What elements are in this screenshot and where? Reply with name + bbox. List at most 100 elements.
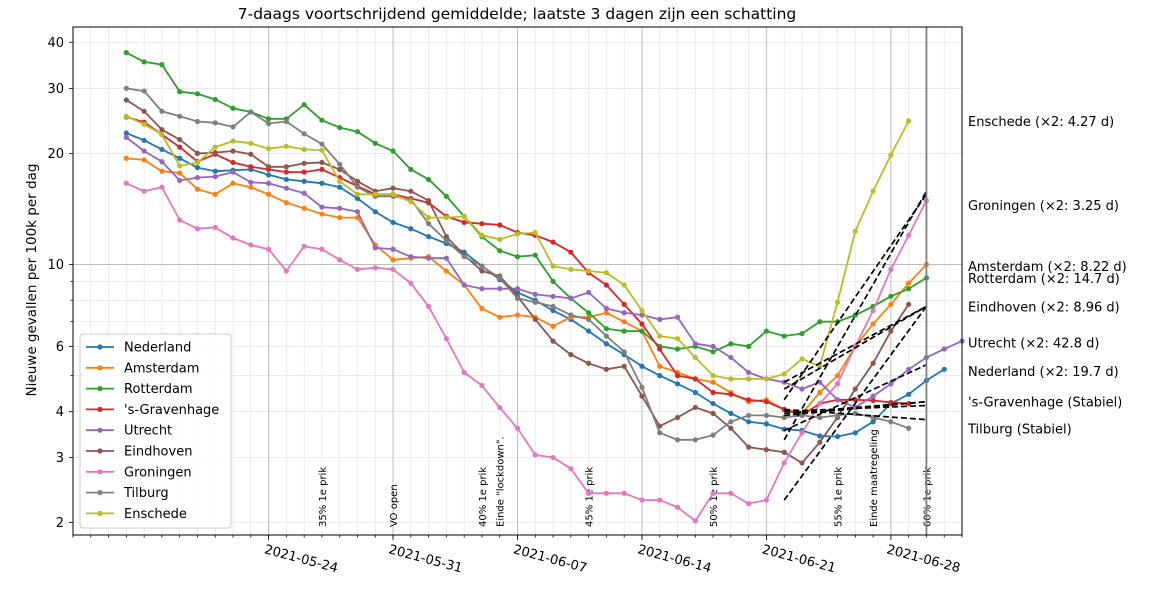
data-point	[746, 444, 752, 450]
data-point	[248, 242, 254, 248]
data-point	[781, 460, 787, 466]
data-point	[123, 85, 129, 91]
data-point	[586, 310, 592, 316]
data-point	[674, 504, 681, 510]
data-point	[888, 293, 894, 299]
data-point	[443, 255, 449, 261]
data-point	[301, 102, 307, 108]
data-point	[354, 195, 361, 202]
data-point	[568, 312, 574, 318]
data-point	[141, 188, 147, 194]
data-point	[248, 164, 254, 170]
data-point	[141, 88, 147, 94]
data-point	[639, 363, 645, 369]
data-point	[532, 252, 538, 258]
data-point	[141, 59, 147, 65]
data-point	[834, 397, 841, 403]
data-point	[834, 373, 841, 379]
series-line	[125, 136, 963, 409]
data-point	[265, 191, 272, 197]
data-point	[692, 518, 698, 524]
data-point	[799, 386, 805, 392]
data-point	[159, 62, 165, 68]
data-point	[674, 314, 681, 320]
data-point	[443, 193, 449, 199]
data-point	[692, 389, 698, 396]
data-point	[710, 432, 716, 438]
data-point	[337, 178, 343, 184]
data-point	[550, 303, 556, 310]
data-point	[194, 186, 201, 192]
data-point	[674, 373, 681, 379]
data-point	[177, 136, 183, 143]
data-point	[479, 268, 485, 274]
y-tick-label: 2	[56, 516, 64, 531]
data-point	[141, 148, 147, 154]
series-end-label: Enschede (×2: 4.27 d)	[968, 115, 1114, 130]
series-end-label: Nederland (×2: 19.7 d)	[968, 365, 1119, 380]
data-point	[799, 356, 805, 362]
data-point	[657, 430, 663, 436]
data-point	[639, 393, 645, 399]
data-point	[408, 199, 414, 205]
data-point	[265, 120, 272, 127]
data-point	[443, 214, 449, 221]
legend-label: Groningen	[124, 465, 192, 480]
data-point	[319, 141, 325, 147]
data-point	[177, 89, 183, 95]
data-point	[461, 369, 467, 376]
data-point	[426, 303, 432, 310]
data-point	[212, 149, 218, 156]
data-point	[159, 131, 165, 138]
data-point	[337, 214, 343, 221]
data-point	[159, 168, 165, 174]
data-point	[532, 291, 538, 297]
data-point	[781, 449, 787, 455]
event-annotation: Einde "lockdown".	[496, 436, 507, 527]
event-annotation: 45% 1e prik	[585, 467, 596, 527]
data-point	[728, 341, 734, 347]
data-point	[337, 205, 343, 211]
data-point	[248, 109, 254, 115]
data-point	[799, 460, 805, 466]
legend-marker	[97, 406, 103, 412]
event-annotation: 50% 1e prik	[709, 467, 720, 527]
data-point	[141, 137, 147, 143]
series-end-label: Tilburg (Stabiel)	[967, 422, 1072, 437]
data-point	[372, 209, 378, 215]
data-point	[674, 335, 681, 342]
data-point	[301, 243, 307, 249]
series-end-label: Amsterdam (×2: 8.22 d)	[968, 260, 1127, 275]
data-point	[603, 333, 610, 339]
legend-label: Rotterdam	[124, 382, 193, 397]
data-point	[390, 191, 396, 197]
data-point	[870, 360, 876, 366]
legend-marker	[97, 469, 103, 475]
data-point	[390, 257, 396, 263]
data-point	[212, 96, 218, 103]
data-point	[212, 120, 218, 126]
data-point	[870, 188, 876, 194]
data-point	[248, 179, 254, 185]
data-point	[159, 146, 165, 153]
data-point	[230, 138, 236, 144]
data-point	[568, 465, 574, 472]
data-point	[746, 419, 752, 425]
data-point	[621, 310, 627, 316]
data-point	[532, 299, 538, 305]
data-point	[514, 254, 521, 260]
data-point	[177, 163, 183, 169]
data-point	[283, 185, 289, 191]
data-point	[461, 219, 467, 226]
data-point	[852, 228, 858, 234]
data-point	[906, 280, 912, 286]
data-point	[337, 166, 343, 172]
data-point	[603, 366, 610, 372]
data-point	[319, 147, 325, 153]
data-point	[497, 404, 503, 411]
x-tick-label: 2021-06-21	[760, 542, 837, 576]
data-point	[479, 382, 485, 389]
x-tick-label: 2021-06-07	[511, 542, 588, 576]
event-annotation: VO open	[389, 484, 400, 527]
data-point	[728, 376, 734, 382]
